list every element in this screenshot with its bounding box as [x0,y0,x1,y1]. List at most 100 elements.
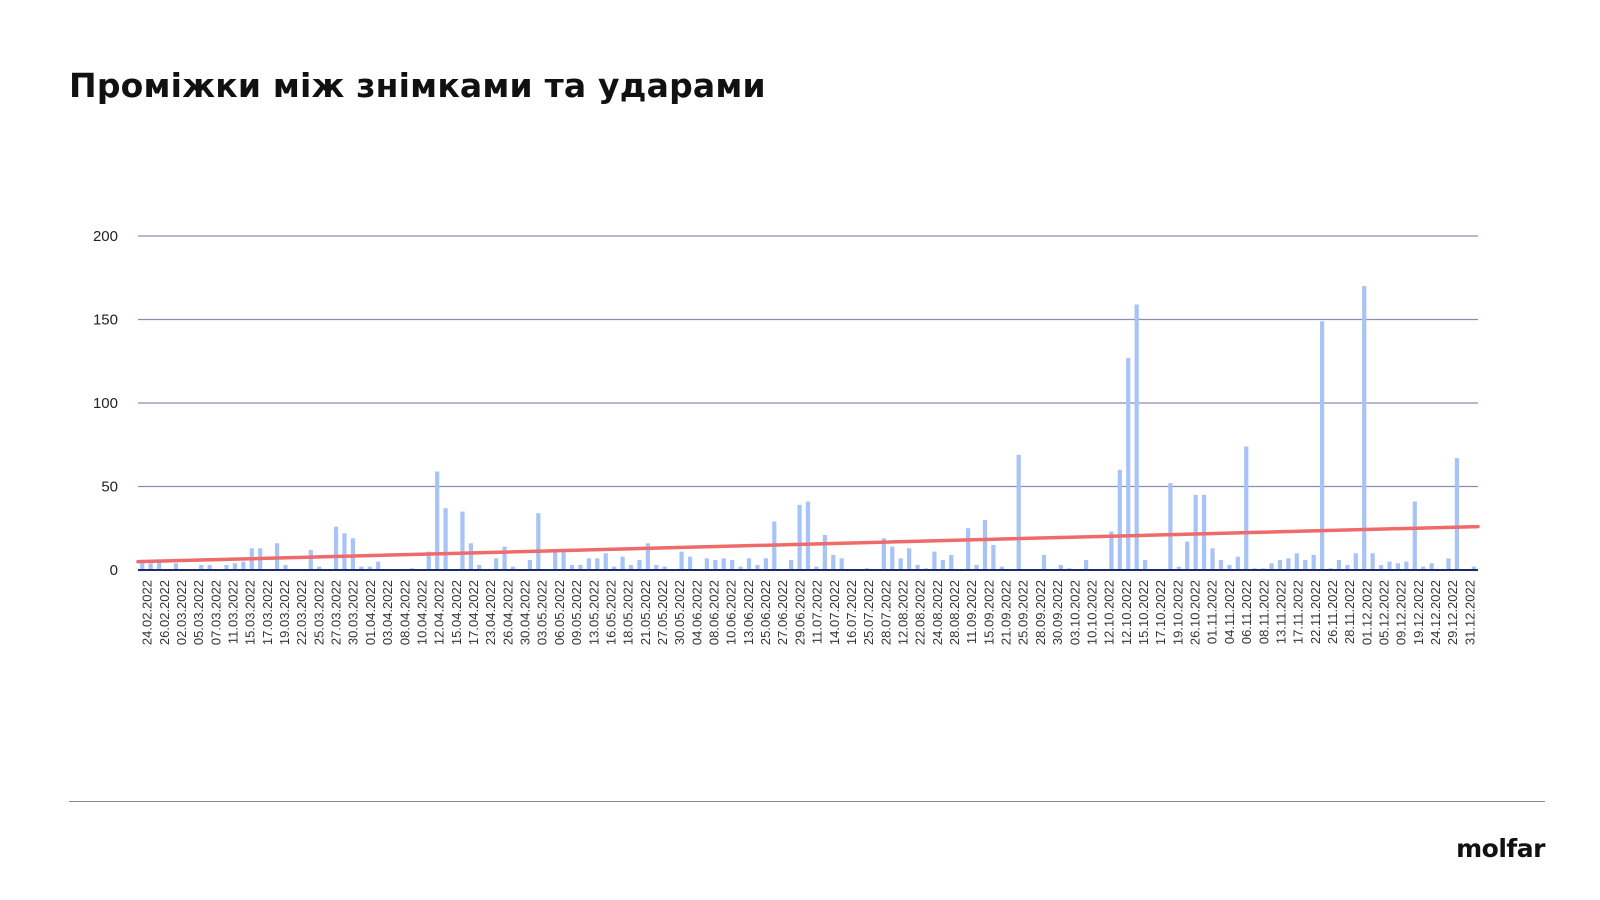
x-tick-label: 08.06.2022 [707,580,722,645]
bar [494,558,499,570]
bar [317,566,322,570]
bar [443,508,448,570]
x-tick-label: 10.10.2022 [1084,580,1099,645]
x-tick-label: 10.04.2022 [414,580,429,645]
bar [308,549,313,570]
x-tick-label: 07.03.2022 [208,580,223,645]
bar [755,564,760,570]
bar [738,566,743,570]
bar [140,563,145,570]
x-tick-label: 26.02.2022 [157,580,172,645]
x-tick-label: 01.11.2022 [1205,580,1220,644]
bar [1084,559,1089,570]
bar [1345,564,1350,570]
x-tick-label: 15.03.2022 [243,580,258,645]
x-tick-label: 04.11.2022 [1222,580,1237,644]
bar [460,511,465,570]
x-tick-label: 25.03.2022 [311,580,326,645]
x-tick-label: 21.09.2022 [999,580,1014,645]
bar [1134,304,1139,570]
bar [1058,564,1063,570]
bar [561,551,566,570]
bar [1244,446,1249,570]
x-tick-label: 30.03.2022 [346,580,361,645]
x-tick-label: 28.08.2022 [947,580,962,645]
x-tick-label: 24.02.2022 [140,580,155,645]
bar [1041,554,1047,570]
x-tick-label: 19.03.2022 [277,580,292,645]
bar [1143,559,1148,570]
bar [224,564,229,570]
bar [359,566,364,570]
molfar-logo: molfar [1456,834,1545,863]
y-tick-label: 50 [101,479,118,496]
y-tick-label: 100 [93,395,118,412]
x-tick-label: 12.10.2022 [1102,580,1117,645]
x-tick-label: 26.04.2022 [500,580,515,645]
x-tick-label: 13.06.2022 [741,580,756,645]
bar [721,558,726,570]
x-tick-label: 24.12.2022 [1428,580,1443,645]
bar [822,534,827,570]
bar [173,563,179,570]
x-tick-label: 15.09.2022 [981,580,996,645]
x-tick-label: 12.10.2022 [1119,580,1134,645]
bar [991,544,996,570]
bar [586,558,591,570]
x-tick-label: 22.08.2022 [913,580,928,645]
bar [1227,564,1232,570]
x-tick-label: 09.12.2022 [1394,580,1409,645]
trend-line [136,524,1480,564]
y-tick-label: 150 [93,312,118,329]
bar [1370,553,1375,570]
x-tick-label: 15.04.2022 [449,580,464,645]
bar [797,504,802,570]
x-tick-label: 22.03.2022 [294,580,309,645]
bar [148,563,153,570]
page-title: Проміжки між знімками та ударами [69,66,766,105]
x-tick-label: 06.11.2022 [1239,580,1254,644]
bar [1218,559,1224,570]
bar [1311,554,1316,570]
x-tick-label: 29.12.2022 [1445,580,1460,645]
bar [1429,563,1434,570]
bar [940,559,945,570]
x-tick-label: 06.05.2022 [552,580,567,645]
bar [704,558,709,570]
bar [814,566,819,570]
x-tick-label: 27.03.2022 [329,580,344,645]
bar [1303,559,1308,570]
bar [1319,321,1325,570]
bar [662,566,667,570]
bar [982,519,988,570]
bar [333,526,339,570]
bar [1294,553,1299,570]
bar [1185,541,1190,570]
x-tick-label: 25.06.2022 [758,580,773,645]
bar [907,548,912,570]
bar [156,561,162,570]
bar [1454,458,1460,570]
bar [569,564,575,570]
x-tick-label: 28.11.2022 [1342,580,1357,644]
x-tick-label: 23.04.2022 [483,580,498,645]
x-tick-label: 29.06.2022 [792,580,807,645]
x-tick-label: 27.05.2022 [655,580,670,645]
x-tick-label: 11.07.2022 [810,580,825,644]
bar [1362,286,1367,570]
bar [477,564,482,570]
x-tick-label: 12.08.2022 [895,580,910,645]
bar [435,471,440,570]
bar [645,543,650,570]
bar [637,559,642,570]
bar [283,564,288,570]
bar [966,528,971,570]
x-tick-label: 08.04.2022 [397,580,412,645]
x-tick-label: 22.11.2022 [1308,580,1323,644]
bar [426,551,431,570]
x-tick-label: 31.12.2022 [1462,580,1477,645]
bar [1336,559,1342,570]
x-tick-label: 03.10.2022 [1067,580,1082,645]
bar [628,564,634,570]
x-tick-label: 18.05.2022 [621,580,636,645]
